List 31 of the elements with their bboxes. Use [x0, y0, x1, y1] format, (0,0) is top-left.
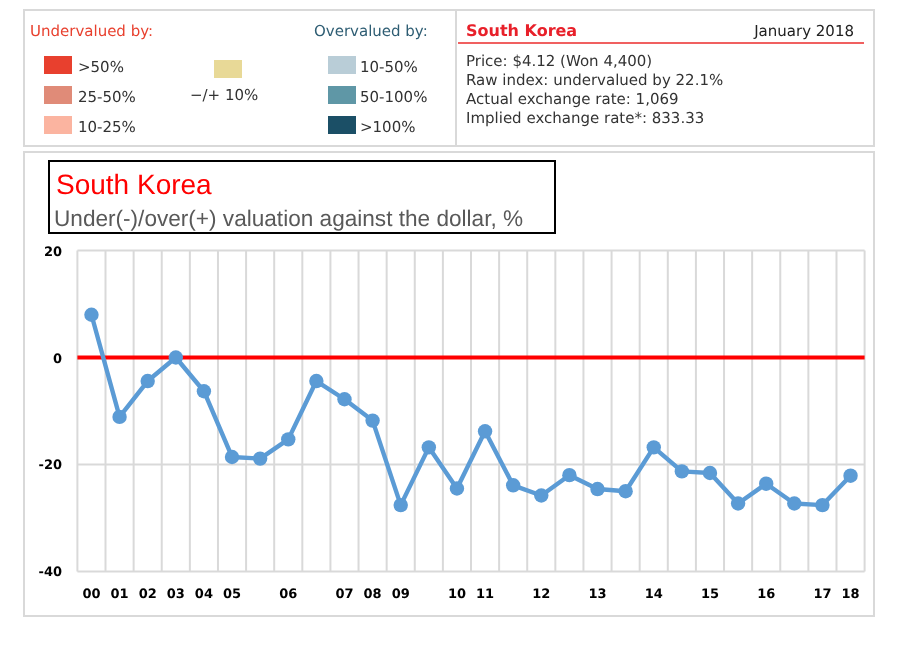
point — [196, 384, 212, 399]
point — [505, 478, 521, 493]
point — [449, 481, 465, 496]
point — [674, 464, 690, 479]
point — [815, 497, 830, 513]
point — [112, 409, 127, 425]
point — [590, 481, 605, 497]
point — [646, 440, 661, 455]
point — [477, 424, 493, 439]
point — [843, 468, 858, 483]
point — [224, 449, 240, 465]
point — [421, 440, 437, 455]
point — [730, 496, 746, 511]
point — [140, 373, 155, 389]
point — [168, 350, 183, 365]
point — [618, 484, 633, 499]
point — [759, 476, 774, 491]
point — [337, 392, 352, 407]
chart-subtitle: Under(-)/over(+) valuation against the dollar, % — [54, 208, 524, 232]
point — [702, 465, 718, 481]
point — [787, 496, 802, 511]
point — [309, 373, 324, 389]
point — [562, 467, 577, 483]
point — [281, 432, 296, 447]
point — [365, 413, 380, 428]
point — [393, 497, 408, 513]
chart-title: South Korea — [56, 168, 213, 200]
point — [534, 488, 549, 503]
point — [252, 451, 268, 466]
text: South Korea — [466, 22, 578, 40]
point — [84, 307, 99, 322]
